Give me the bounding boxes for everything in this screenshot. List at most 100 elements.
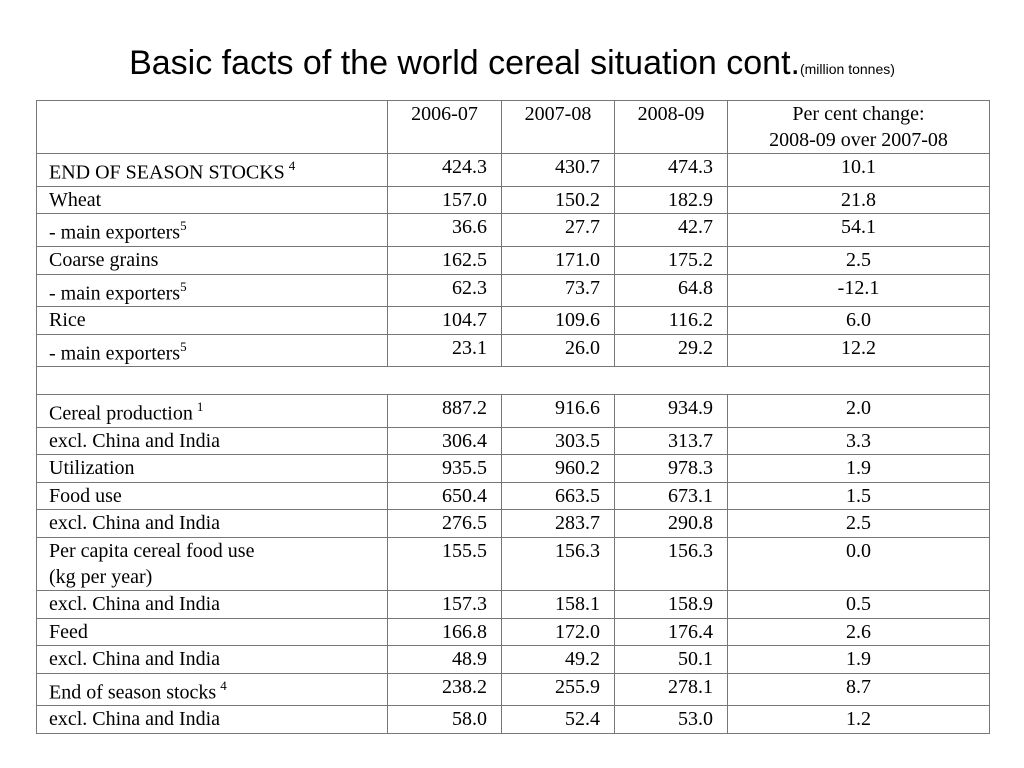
value-per-cent-change: 21.8	[727, 185, 990, 215]
value-2008-09: 50.1	[614, 645, 728, 674]
value-2006-07: 306.4	[387, 426, 502, 456]
slide-title: Basic facts of the world cereal situatio…	[0, 44, 1024, 83]
value-2007-08: 663.5	[501, 481, 615, 511]
value-2008-09: 29.2	[614, 333, 728, 368]
cereal-table: 2006-07 2007-08 2008-09 Per cent change:…	[36, 100, 990, 735]
value-2006-07: 650.4	[387, 481, 502, 511]
value-2007-08: 172.0	[501, 617, 615, 647]
header-per-cent-change-line2: 2008-09 over 2007-08	[769, 129, 948, 151]
value-2006-07: 935.5	[387, 454, 502, 483]
value-2006-07: 276.5	[387, 509, 502, 539]
value-2008-09: 64.8	[614, 273, 728, 308]
value-per-cent-change: 12.2	[727, 333, 990, 368]
value-2008-09: 934.9	[614, 394, 728, 428]
value-2007-08: 27.7	[501, 213, 615, 247]
table-row: Per capita cereal food use (kg per year) …	[36, 537, 990, 592]
value-per-cent-change: 2.0	[727, 394, 990, 428]
value-2006-07: 166.8	[387, 617, 502, 647]
value-per-cent-change: -12.1	[727, 273, 990, 308]
value-2008-09: 158.9	[614, 590, 728, 619]
header-2007-08: 2007-08	[501, 100, 615, 154]
value-2007-08: 156.3	[501, 537, 615, 592]
value-2008-09: 313.7	[614, 426, 728, 456]
spacer-cell	[36, 366, 990, 395]
row-label: Cereal production 1	[36, 394, 388, 428]
value-2006-07: 157.0	[387, 185, 502, 215]
value-2008-09: 182.9	[614, 185, 728, 215]
value-2006-07: 104.7	[387, 306, 502, 335]
value-2007-08: 255.9	[501, 672, 615, 707]
table-row: excl. China and India 48.9 49.2 50.1 1.9	[36, 645, 990, 674]
row-label: - main exporters5	[36, 333, 388, 368]
value-2007-08: 960.2	[501, 454, 615, 483]
value-per-cent-change: 54.1	[727, 213, 990, 247]
value-per-cent-change: 6.0	[727, 306, 990, 335]
value-per-cent-change: 1.5	[727, 481, 990, 511]
table-row: Food use 650.4 663.5 673.1 1.5	[36, 481, 990, 511]
footnote-marker: 5	[180, 218, 187, 234]
value-2007-08: 26.0	[501, 333, 615, 368]
row-label: excl. China and India	[36, 426, 388, 456]
footnote-marker: 5	[180, 278, 187, 294]
value-per-cent-change: 2.5	[727, 509, 990, 539]
table-row: Wheat 157.0 150.2 182.9 21.8	[36, 185, 990, 215]
value-per-cent-change: 1.2	[727, 705, 990, 735]
table-row: excl. China and India 276.5 283.7 290.8 …	[36, 509, 990, 539]
value-2007-08: 52.4	[501, 705, 615, 735]
value-2007-08: 150.2	[501, 185, 615, 215]
table-row: End of season stocks 4 238.2 255.9 278.1 …	[36, 672, 990, 707]
value-2008-09: 278.1	[614, 672, 728, 707]
header-per-cent-change: Per cent change: 2008-09 over 2007-08	[727, 100, 990, 154]
row-label: END OF SEASON STOCKS 4	[36, 153, 388, 187]
header-2008-09: 2008-09	[614, 100, 728, 154]
table-row: excl. China and India 157.3 158.1 158.9 …	[36, 590, 990, 619]
value-2007-08: 430.7	[501, 153, 615, 187]
row-label: - main exporters5	[36, 273, 388, 308]
value-per-cent-change: 0.5	[727, 590, 990, 619]
value-per-cent-change: 10.1	[727, 153, 990, 187]
value-2007-08: 916.6	[501, 394, 615, 428]
value-2008-09: 978.3	[614, 454, 728, 483]
value-2008-09: 176.4	[614, 617, 728, 647]
value-2006-07: 48.9	[387, 645, 502, 674]
value-2006-07: 157.3	[387, 590, 502, 619]
value-per-cent-change: 0.0	[727, 537, 990, 592]
value-2006-07: 238.2	[387, 672, 502, 707]
value-per-cent-change: 2.5	[727, 245, 990, 275]
value-2008-09: 53.0	[614, 705, 728, 735]
value-2006-07: 424.3	[387, 153, 502, 187]
value-2006-07: 887.2	[387, 394, 502, 428]
value-2006-07: 58.0	[387, 705, 502, 735]
table-header-row: 2006-07 2007-08 2008-09 Per cent change:…	[36, 100, 990, 154]
row-label: excl. China and India	[36, 705, 388, 735]
value-2006-07: 23.1	[387, 333, 502, 368]
row-label: - main exporters5	[36, 213, 388, 247]
value-2008-09: 290.8	[614, 509, 728, 539]
row-label-line2: (kg per year)	[49, 566, 153, 589]
value-2007-08: 49.2	[501, 645, 615, 674]
value-2008-09: 42.7	[614, 213, 728, 247]
value-per-cent-change: 2.6	[727, 617, 990, 647]
row-label: Feed	[36, 617, 388, 647]
header-2006-07: 2006-07	[387, 100, 502, 154]
row-label: excl. China and India	[36, 645, 388, 674]
value-per-cent-change: 8.7	[727, 672, 990, 707]
value-2007-08: 109.6	[501, 306, 615, 335]
table-row: Rice 104.7 109.6 116.2 6.0	[36, 306, 990, 335]
footnote-marker: 1	[196, 399, 204, 414]
header-per-cent-change-line1: Per cent change:	[792, 103, 925, 125]
value-2008-09: 474.3	[614, 153, 728, 187]
title-subtitle: (million tonnes)	[799, 61, 895, 77]
value-per-cent-change: 3.3	[727, 426, 990, 456]
table-row: - main exporters5 62.3 73.7 64.8 -12.1	[36, 273, 990, 308]
value-2008-09: 116.2	[614, 306, 728, 335]
row-label: excl. China and India	[36, 509, 388, 539]
table-row: excl. China and India 58.0 52.4 53.0 1.2	[36, 705, 990, 735]
row-label: Wheat	[36, 185, 388, 215]
row-label: Rice	[36, 306, 388, 335]
value-2006-07: 62.3	[387, 273, 502, 308]
value-per-cent-change: 1.9	[727, 454, 990, 483]
value-2007-08: 303.5	[501, 426, 615, 456]
value-per-cent-change: 1.9	[727, 645, 990, 674]
row-label: excl. China and India	[36, 590, 388, 619]
